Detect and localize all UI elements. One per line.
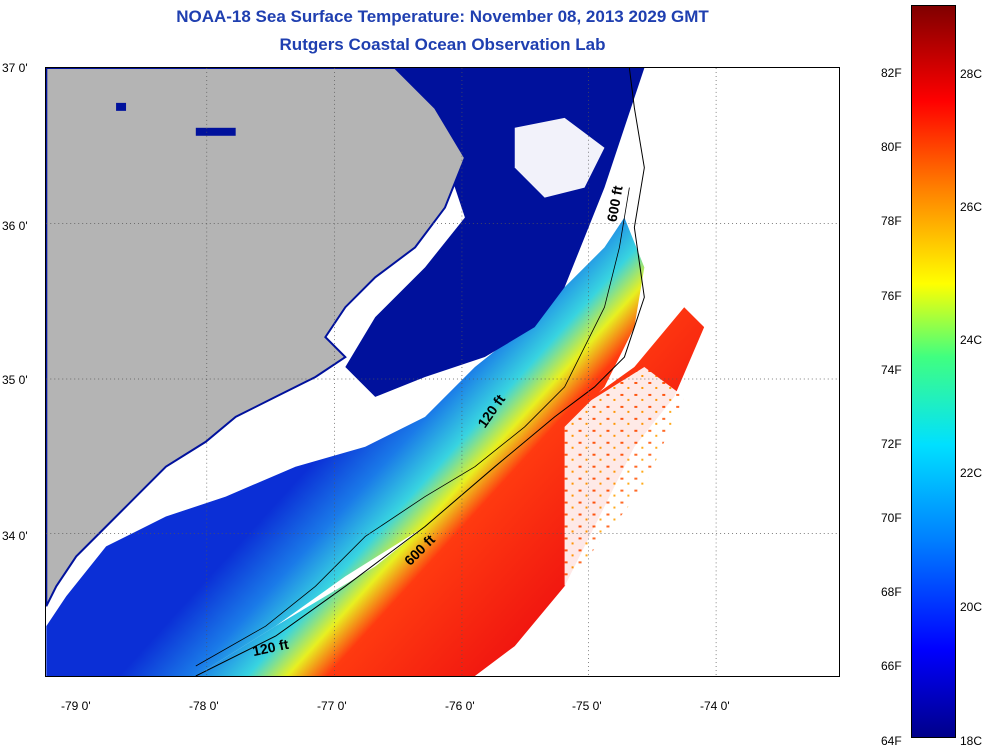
lon-label-79: -79 0' bbox=[61, 699, 91, 713]
contour-label: 120 ft bbox=[251, 636, 290, 659]
lat-label-37: 37 0' bbox=[2, 61, 28, 75]
colorbar-c-label: 28C bbox=[960, 67, 983, 81]
colorbar-f-label: 68F bbox=[881, 585, 902, 599]
cloud-speckle bbox=[564, 367, 685, 587]
lon-label-75: -75 0' bbox=[572, 699, 602, 713]
map-title: NOAA-18 Sea Surface Temperature: Novembe… bbox=[176, 7, 709, 26]
colorbar-c-label: 20C bbox=[960, 600, 983, 614]
lat-label-34: 34 0' bbox=[2, 529, 28, 543]
colorbar-f-label: 80F bbox=[881, 140, 902, 154]
contour-label: 600 ft bbox=[604, 184, 626, 223]
colorbar-f-label: 72F bbox=[881, 437, 902, 451]
contour-120ft bbox=[195, 187, 630, 667]
colorbar-f-label: 78F bbox=[881, 214, 902, 228]
lon-label-77: -77 0' bbox=[317, 699, 347, 713]
sst-map: 600 ft 120 ft 600 ft 120 ft bbox=[45, 67, 840, 677]
shelf-water bbox=[46, 217, 645, 676]
colorbar-c-label: 22C bbox=[960, 466, 983, 480]
temperature-colorbar bbox=[911, 5, 956, 738]
colorbar-f-label: 74F bbox=[881, 363, 902, 377]
colorbar-c-label: 24C bbox=[960, 333, 983, 347]
contour-600ft bbox=[195, 68, 645, 676]
lat-label-36: 36 0' bbox=[2, 219, 28, 233]
land-mass bbox=[46, 68, 467, 607]
inland-water bbox=[195, 127, 236, 136]
colorbar-f-label: 66F bbox=[881, 659, 902, 673]
lon-label-78: -78 0' bbox=[189, 699, 219, 713]
inland-water bbox=[116, 102, 127, 111]
colorbar-f-label: 82F bbox=[881, 66, 902, 80]
graticule bbox=[46, 68, 839, 676]
lon-label-76: -76 0' bbox=[445, 699, 475, 713]
map-subtitle: Rutgers Coastal Ocean Observation Lab bbox=[279, 35, 606, 54]
lon-label-74: -74 0' bbox=[700, 699, 730, 713]
colorbar-c-label: 18C bbox=[960, 734, 983, 748]
cloud-patch bbox=[514, 117, 605, 198]
colorbar-f-label: 70F bbox=[881, 511, 902, 525]
colorbar-f-label: 76F bbox=[881, 289, 902, 303]
lat-label-35: 35 0' bbox=[2, 373, 28, 387]
colorbar-f-label: 64F bbox=[881, 734, 902, 748]
colorbar-c-label: 26C bbox=[960, 200, 983, 214]
